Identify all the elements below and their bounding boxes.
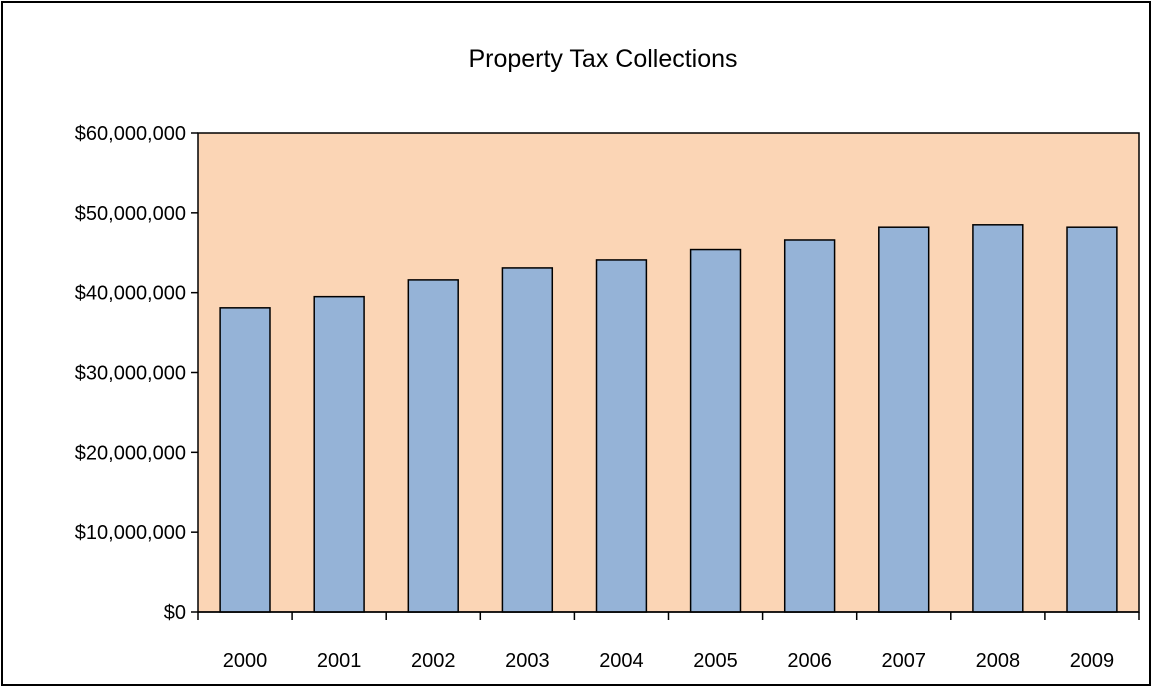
y-tick-label: $20,000,000 [75, 442, 186, 464]
x-tick-label: 2001 [317, 650, 362, 672]
y-tick-label: $10,000,000 [75, 522, 186, 544]
property-tax-chart: Property Tax Collections $0 $10,000,000 $2… [75, 45, 1140, 672]
bar-2004 [595, 259, 648, 613]
chart-title: Property Tax Collections [468, 45, 737, 73]
bar-2009 [1066, 226, 1118, 613]
x-tick-label: 2004 [599, 650, 644, 672]
x-tick-label: 2008 [976, 650, 1021, 672]
bar-2001 [313, 295, 365, 613]
x-tick-label: 2007 [882, 650, 927, 672]
x-tick-label: 2005 [693, 650, 738, 672]
y-tick-label: $30,000,000 [75, 363, 186, 385]
x-tick-label: 2009 [1070, 650, 1115, 672]
bar-2003 [501, 267, 554, 613]
bar-2000 [219, 307, 271, 613]
y-tick-label: $60,000,000 [75, 123, 186, 145]
x-tick-label: 2003 [505, 650, 550, 672]
bar-2006 [783, 239, 836, 613]
bar-2007 [878, 226, 930, 613]
bar-2005 [689, 248, 742, 613]
x-tick-label: 2002 [411, 650, 456, 672]
y-tick-label: $40,000,000 [75, 283, 186, 305]
bar-2002 [407, 279, 459, 613]
x-tick-label: 2006 [787, 650, 832, 672]
x-tick-label: 2000 [223, 650, 268, 672]
y-tick-label: $0 [164, 602, 186, 624]
bar-2008 [972, 224, 1024, 613]
y-tick-label: $50,000,000 [75, 203, 186, 225]
